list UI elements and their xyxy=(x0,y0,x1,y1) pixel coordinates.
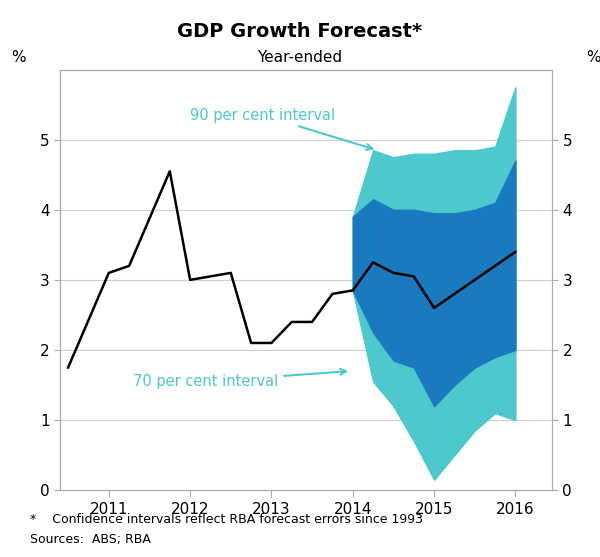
Text: %: % xyxy=(587,51,600,65)
Text: *    Confidence intervals reflect RBA forecast errors since 1993: * Confidence intervals reflect RBA forec… xyxy=(30,514,423,526)
Text: GDP Growth Forecast*: GDP Growth Forecast* xyxy=(178,22,422,41)
Text: 70 per cent interval: 70 per cent interval xyxy=(133,369,346,389)
Text: Sources:  ABS; RBA: Sources: ABS; RBA xyxy=(30,533,151,546)
Text: Year-ended: Year-ended xyxy=(257,50,343,65)
Text: 90 per cent interval: 90 per cent interval xyxy=(190,108,372,150)
Text: %: % xyxy=(11,51,25,65)
